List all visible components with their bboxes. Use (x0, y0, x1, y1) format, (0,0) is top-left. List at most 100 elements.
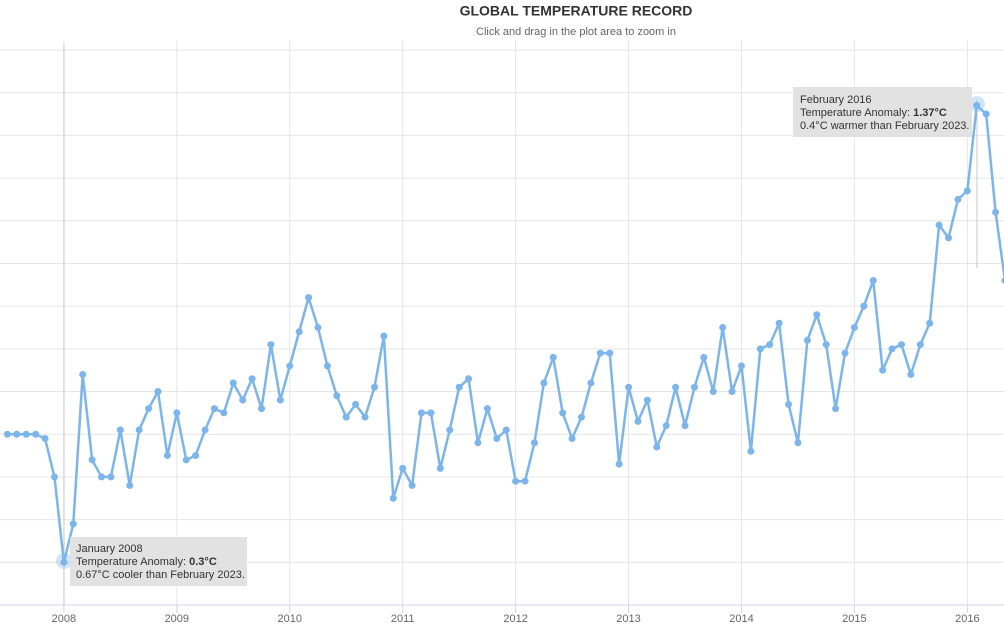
data-point (785, 400, 793, 408)
data-point (239, 396, 247, 404)
data-point (323, 362, 331, 370)
data-point (916, 341, 924, 349)
data-point (418, 409, 426, 417)
data-point (493, 435, 501, 442)
tooltip: February 2016 Temperature Anomaly: 1.37°… (793, 87, 972, 137)
data-point (568, 435, 576, 442)
chart-title: GLOBAL TEMPERATURE RECORD (460, 3, 693, 19)
data-point (973, 102, 981, 109)
data-point (361, 413, 369, 421)
data-point (145, 405, 153, 413)
tooltip-value: 1.37°C (913, 107, 947, 119)
data-point (333, 392, 341, 400)
data-point (803, 336, 811, 344)
x-tick-label: 2013 (616, 613, 640, 625)
data-point (832, 405, 840, 413)
data-point (992, 208, 1000, 216)
data-point (173, 409, 181, 417)
data-point (314, 324, 322, 331)
data-point (521, 477, 529, 485)
data-point (41, 435, 49, 442)
tooltip-title: February 2016 (800, 94, 872, 106)
chart-subtitle: Click and drag in the plot area to zoom … (476, 26, 676, 38)
data-point (945, 234, 953, 242)
data-point (295, 328, 303, 336)
data-point (662, 422, 670, 430)
data-point (248, 375, 256, 383)
data-point (286, 362, 294, 370)
tooltip-box (793, 87, 972, 137)
data-point (869, 277, 877, 285)
tooltip-label: Temperature Anomaly: (800, 107, 913, 119)
data-point (672, 383, 680, 391)
data-point (756, 345, 764, 353)
data-point (69, 520, 77, 528)
data-point (596, 349, 604, 357)
data-point (982, 110, 990, 118)
data-point (370, 383, 378, 391)
data-point (935, 221, 943, 229)
data-point (446, 426, 454, 434)
data-point (258, 405, 266, 413)
data-point (700, 353, 708, 361)
data-point (154, 388, 162, 396)
x-tick-label: 2009 (165, 613, 189, 625)
data-point (897, 341, 905, 349)
data-point (813, 311, 821, 319)
data-point (22, 430, 30, 438)
data-point (737, 362, 745, 370)
data-point (690, 383, 698, 391)
data-point (60, 558, 68, 566)
data-point (13, 430, 21, 438)
data-point (512, 477, 520, 485)
data-point (276, 396, 284, 404)
data-point (530, 439, 538, 447)
x-tick-label: 2010 (278, 613, 302, 625)
data-point (709, 388, 717, 396)
data-point (455, 383, 463, 391)
data-point (502, 426, 510, 434)
data-point (305, 294, 313, 302)
data-point (220, 409, 228, 417)
x-tick-label: 2012 (503, 613, 527, 625)
data-point (126, 481, 134, 489)
data-point (380, 332, 388, 340)
data-point (625, 383, 633, 391)
data-point (681, 422, 689, 430)
data-point (3, 430, 11, 438)
data-point (229, 379, 237, 387)
x-tick-label: 2008 (52, 613, 76, 625)
data-point (643, 396, 651, 404)
tooltip-line: Temperature Anomaly: 0.3°C (76, 556, 217, 568)
data-point (50, 473, 58, 481)
data-point (822, 341, 830, 349)
data-point (615, 460, 623, 468)
x-tick-label: 2016 (955, 613, 979, 625)
tooltip-note: 0.4°C warmer than February 2023. (800, 120, 969, 132)
data-point (926, 319, 934, 327)
tooltip: January 2008 Temperature Anomaly: 0.3°C … (70, 537, 247, 586)
data-point (850, 324, 858, 331)
data-point (342, 413, 350, 421)
data-point (79, 370, 87, 378)
data-point (766, 341, 774, 349)
tooltip-note: 0.67°C cooler than February 2023. (76, 569, 245, 581)
data-point (483, 405, 491, 413)
data-point (954, 195, 962, 203)
tooltip-label: Temperature Anomaly: (76, 556, 189, 568)
data-point (192, 452, 200, 460)
plot-area[interactable] (3, 102, 1004, 566)
x-tick-label: 2015 (842, 613, 866, 625)
data-point (879, 366, 887, 374)
data-point (653, 443, 661, 451)
data-point (267, 341, 275, 349)
data-point (163, 452, 171, 460)
grid: 2008 2009 2010 2011 2012 2013 2014 2015 2016 (0, 40, 1004, 625)
tooltip-title: January 2008 (76, 543, 143, 555)
data-point (1001, 277, 1004, 284)
data-point (98, 473, 106, 481)
data-point (747, 447, 755, 455)
tooltip-line: Temperature Anomaly: 1.37°C (800, 107, 947, 119)
data-point (634, 417, 642, 425)
